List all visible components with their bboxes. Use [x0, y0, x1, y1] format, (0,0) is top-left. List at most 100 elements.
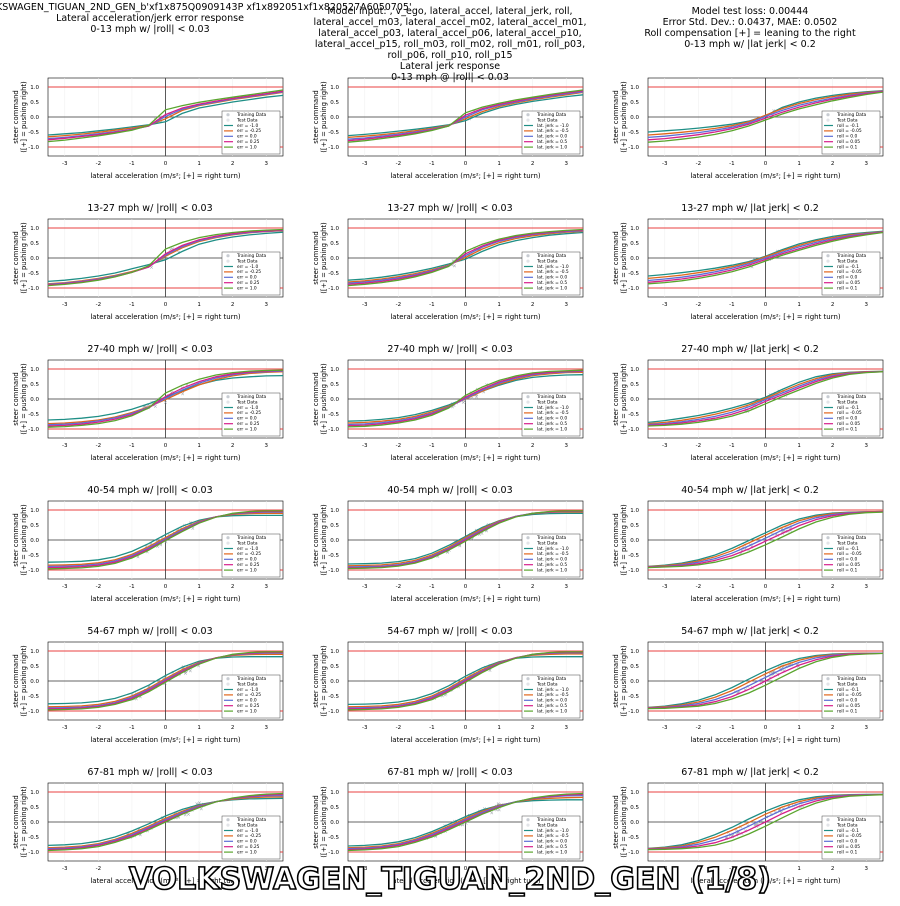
data-point: ×	[153, 404, 157, 410]
x-tick-label: -2	[696, 584, 701, 590]
y-axis-label: ([+] = pushing right)	[620, 222, 628, 294]
subplot: 13-27 mph w/ |roll| < 0.03 × × × × × × × × × × × × × -…	[0, 201, 300, 342]
y-tick-label: 0.5	[330, 100, 339, 106]
x-tick-label: -2	[396, 443, 401, 449]
subplot-title: 27-40 mph w/ |roll| < 0.03	[387, 344, 513, 355]
legend-marker	[526, 259, 530, 263]
series-line	[47, 94, 284, 136]
data-point: ×	[470, 252, 474, 258]
data-point: ×	[436, 554, 440, 560]
y-tick-label: 1.0	[330, 649, 339, 655]
series-line	[347, 510, 583, 570]
data-point: ×	[134, 696, 138, 702]
legend-label: lat. jerk = 0.5	[537, 280, 567, 286]
data-point: ×	[779, 810, 783, 816]
data-point: ×	[169, 247, 173, 253]
subplot-title: 54-67 mph w/ |roll| < 0.03	[387, 626, 513, 637]
data-point: ×	[450, 262, 454, 268]
y-axis-label: steer command	[612, 513, 620, 566]
legend-label: Test Data	[536, 399, 558, 405]
x-tick-label: -1	[429, 584, 434, 590]
data-point: ×	[490, 810, 494, 816]
y-tick-label: 0.0	[30, 538, 39, 544]
y-axis-label: ([+] = pushing right)	[620, 786, 628, 858]
legend-label: roll = -0.05	[837, 128, 862, 134]
data-point: ×	[753, 822, 757, 828]
x-tick-label: -2	[696, 161, 701, 167]
data-point: ×	[758, 820, 762, 826]
x-tick-label: 1	[797, 443, 801, 449]
y-tick-label: -1.0	[628, 568, 639, 574]
y-axis-label: ([+] = pushing right)	[20, 504, 28, 576]
legend-label: Training Data	[536, 253, 567, 259]
legend-marker	[526, 118, 530, 122]
y-tick-label: 1.0	[330, 367, 339, 373]
y-tick-label: 1.0	[630, 508, 639, 514]
legend-label: roll = 0.0	[837, 698, 857, 704]
data-point: ×	[137, 832, 141, 838]
legend-label: lat. jerk = -0.5	[537, 833, 569, 839]
series-line	[47, 371, 284, 425]
y-tick-label: -1.0	[28, 145, 39, 151]
data-point: ×	[464, 821, 468, 827]
first-row-title: 0-13 mph w/ |roll| < 0.03	[90, 24, 210, 35]
legend-label: Training Data	[836, 394, 867, 400]
data-point: ×	[771, 672, 775, 678]
legend-label: lat. jerk = 1.0	[537, 567, 567, 573]
legend-label: err = 0.25	[237, 139, 260, 145]
x-tick-label: 0	[764, 161, 768, 167]
legend-label: Training Data	[236, 535, 267, 541]
y-axis-label: steer command	[12, 90, 20, 143]
series-line	[47, 90, 284, 141]
y-axis-label: steer command	[12, 795, 20, 848]
legend-label: Training Data	[836, 253, 867, 259]
legend-marker	[226, 254, 230, 258]
y-tick-label: 0.5	[30, 241, 39, 247]
y-tick-label: -0.5	[628, 835, 639, 841]
legend-marker	[826, 823, 830, 827]
data-point: ×	[149, 265, 153, 271]
legend-marker	[226, 259, 230, 263]
data-point: ×	[787, 803, 791, 809]
legend-label: Test Data	[536, 540, 558, 546]
y-axis-label: ([+] = pushing right)	[320, 222, 328, 294]
x-axis-label: lateral acceleration (m/s²; [+] = right …	[90, 454, 241, 462]
x-tick-label: 3	[864, 443, 868, 449]
y-tick-label: -1.0	[328, 709, 339, 715]
legend-marker	[826, 677, 830, 681]
data-point: ×	[445, 550, 449, 556]
data-point: ×	[185, 383, 189, 389]
series-line	[347, 651, 583, 711]
subplot-svg: ××××××××××××××××××××××××××××××××××-3-2-1…	[12, 641, 284, 744]
y-axis-label: ([+] = pushing right)	[320, 504, 328, 576]
legend-label: lat. jerk = 0.0	[537, 134, 567, 140]
data-point: ×	[475, 392, 479, 398]
y-tick-label: 1.0	[30, 367, 39, 373]
series-line	[647, 231, 884, 283]
legend-marker	[526, 536, 530, 540]
y-tick-label: -1.0	[628, 145, 639, 151]
x-tick-label: -3	[362, 584, 368, 590]
legend-label: Training Data	[836, 817, 867, 823]
x-tick-label: 3	[564, 584, 568, 590]
legend-label: lat. jerk = -0.5	[537, 410, 569, 416]
data-point: ×	[149, 542, 153, 548]
legend-marker	[826, 254, 830, 258]
hdr-mid-line: lateral_accel_p03, lateral_accel_p06, la…	[318, 28, 582, 39]
data-point: ×	[774, 532, 778, 538]
x-tick-label: -2	[96, 725, 101, 731]
y-tick-label: -1.0	[28, 568, 39, 574]
data-point: ×	[163, 400, 167, 406]
x-axis-label: lateral acceleration (m/s²; [+] = right …	[90, 172, 241, 180]
data-point: ×	[480, 531, 484, 537]
y-tick-label: -1.0	[28, 850, 39, 856]
y-axis-label: steer command	[12, 372, 20, 425]
legend-label: lat. jerk = -1.0	[537, 687, 569, 693]
y-tick-label: 1.0	[30, 226, 39, 232]
x-axis-label: lateral acceleration (m/s²; [+] = right …	[90, 877, 241, 885]
legend-label: Training Data	[536, 535, 567, 541]
series-line	[647, 90, 884, 141]
x-tick-label: 1	[497, 302, 501, 308]
x-tick-label: 0	[164, 866, 168, 872]
